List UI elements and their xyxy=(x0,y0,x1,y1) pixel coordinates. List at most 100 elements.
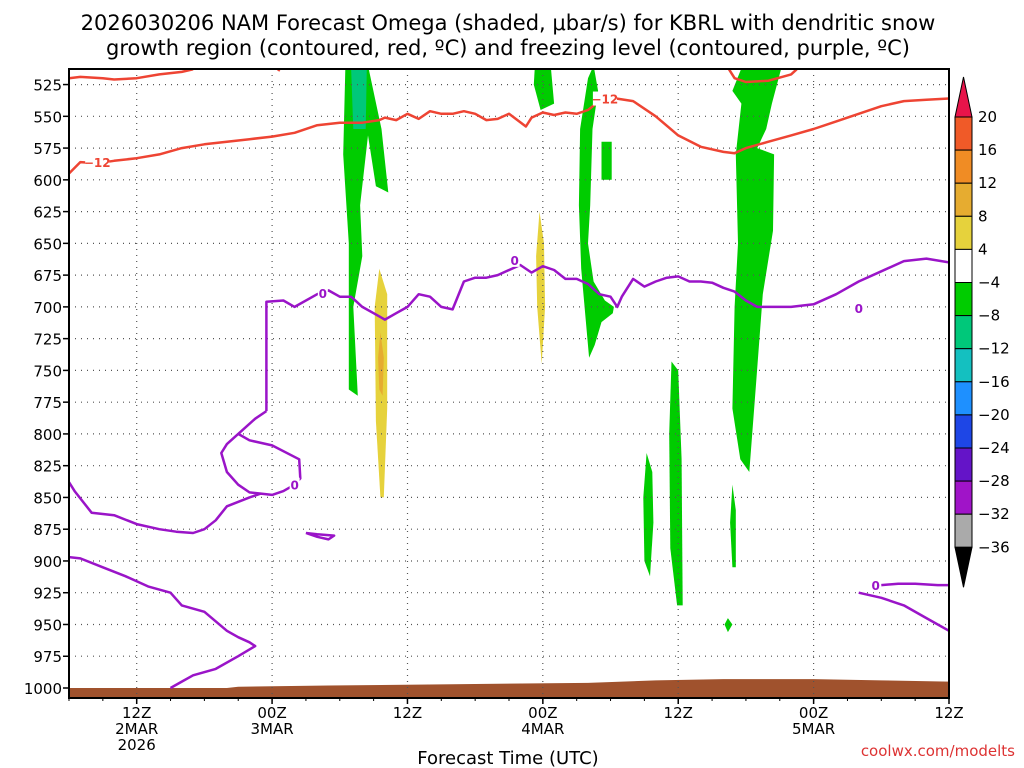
colorbar-label-13: −36 xyxy=(978,538,1010,556)
freezing-level-zero-segment-2 xyxy=(69,481,262,535)
freezing-level-zero-label-bg-4 xyxy=(870,578,881,593)
dgz-minus12-label-1: −12 xyxy=(592,93,619,107)
y-tick-label-1000: 1000 xyxy=(24,680,62,698)
colorbar-box-10 xyxy=(954,414,973,449)
colorbar-label-2: 12 xyxy=(978,174,997,192)
y-tick-label-850: 850 xyxy=(33,489,62,507)
freezing-level-zero-segment-3 xyxy=(69,555,257,690)
x-tick-label-72-0: 00Z xyxy=(799,704,828,722)
colorbar-label-1: 16 xyxy=(978,141,997,159)
colorbar-label-5: −4 xyxy=(978,274,1000,292)
freezing-level-zero-segment-4 xyxy=(305,531,336,541)
colorbar-label-0: 20 xyxy=(978,108,997,126)
freezing-level-zero-label-bg-0 xyxy=(317,285,328,300)
omega-green-7 xyxy=(643,453,654,577)
x-tick-label-84-0: 12Z xyxy=(934,704,963,722)
omega-green-9 xyxy=(724,618,733,633)
colorbar-label-10: −24 xyxy=(978,439,1010,457)
colorbar-label-3: 8 xyxy=(978,207,988,225)
colorbar-box-2 xyxy=(954,149,973,184)
freezing-level-zero-segment-6 xyxy=(858,591,949,633)
freezing-level-zero-label-0: 0 xyxy=(319,287,327,301)
plot-frame xyxy=(68,68,950,699)
dgz-minus12-segment-1 xyxy=(69,69,194,81)
colorbar-label-6: −8 xyxy=(978,307,1000,325)
y-tick-label-975: 975 xyxy=(33,648,62,666)
omega-green-6 xyxy=(669,361,683,606)
y-tick-label-925: 925 xyxy=(33,585,62,603)
x-tick-label-48-1: 4MAR xyxy=(521,720,564,738)
omega-green-2 xyxy=(533,69,555,110)
colorbar-box-9 xyxy=(954,381,973,416)
x-tick-label-48-0: 00Z xyxy=(528,704,557,722)
colorbar-label-9: −20 xyxy=(978,406,1010,424)
x-axis-label: Forecast Time (UTC) xyxy=(417,748,598,768)
y-tick-label-875: 875 xyxy=(33,521,62,539)
y-tick-label-650: 650 xyxy=(33,235,62,253)
omega-teal-1 xyxy=(351,69,367,129)
colorbar-box-8 xyxy=(954,348,973,383)
colorbar-label-4: 4 xyxy=(978,240,988,258)
y-tick-label-575: 575 xyxy=(33,140,62,158)
y-tick-label-800: 800 xyxy=(33,426,62,444)
dgz-minus12-label-0: −12 xyxy=(84,156,111,170)
y-tick-label-550: 550 xyxy=(33,108,62,126)
dgz-minus12-segment-3 xyxy=(727,69,798,84)
credit-text: coolwx.com/modelts xyxy=(861,742,1015,760)
freezing-level-zero-segment-5 xyxy=(881,582,949,587)
colorbar-box-1 xyxy=(954,116,973,151)
freezing-level-zero-segment-1 xyxy=(220,410,302,497)
x-tick-label-12-2: 2026 xyxy=(118,736,156,754)
omega-gold-1 xyxy=(378,332,384,396)
colorbar-bottom-arrow xyxy=(954,546,973,588)
colorbar-box-4 xyxy=(954,215,973,250)
omega-green-1 xyxy=(343,69,389,396)
y-tick-label-625: 625 xyxy=(33,204,62,222)
omega-yellow-2 xyxy=(536,211,546,364)
y-tick-label-700: 700 xyxy=(33,299,62,317)
colorbar-label-7: −12 xyxy=(978,340,1010,358)
terrain-band xyxy=(69,679,949,698)
x-tick-label-36-0: 12Z xyxy=(393,704,422,722)
colorbar-box-7 xyxy=(954,315,973,350)
omega-green-3 xyxy=(578,69,614,358)
freezing-level-zero-label-2: 0 xyxy=(510,254,518,268)
y-tick-label-675: 675 xyxy=(33,267,62,285)
x-tick-label-72-1: 5MAR xyxy=(792,720,835,738)
omega-green-5 xyxy=(732,69,782,472)
y-tick-label-950: 950 xyxy=(33,616,62,634)
freezing-level-zero-label-bg-2 xyxy=(509,252,520,267)
y-tick-label-525: 525 xyxy=(33,77,62,95)
chart-title-line-2: growth region (contoured, red, ºC) and f… xyxy=(106,36,910,60)
freezing-level-zero-segment-0 xyxy=(265,257,949,412)
y-tick-label-775: 775 xyxy=(33,394,62,412)
dgz-minus12-label-bg-1 xyxy=(592,91,617,106)
y-tick-label-825: 825 xyxy=(33,458,62,476)
omega-green-4 xyxy=(601,141,612,180)
x-tick-label-24-0: 00Z xyxy=(257,704,286,722)
colorbar-label-8: −16 xyxy=(978,373,1010,391)
freezing-level-zero-label-1: 0 xyxy=(290,479,298,493)
colorbar-box-11 xyxy=(954,447,973,482)
y-tick-label-900: 900 xyxy=(33,553,62,571)
freezing-level-zero-label-bg-3 xyxy=(853,301,864,316)
omega-green-8 xyxy=(730,484,736,568)
colorbar-top-arrow xyxy=(954,76,973,118)
x-tick-label-12-0: 12Z xyxy=(122,704,151,722)
colorbar-box-13 xyxy=(954,513,973,548)
freezing-level-zero-label-4: 0 xyxy=(871,579,879,593)
freezing-level-zero-label-bg-1 xyxy=(289,477,300,492)
colorbar-box-5 xyxy=(954,248,973,283)
x-tick-label-12-1: 2MAR xyxy=(115,720,158,738)
freezing-level-zero-label-3: 0 xyxy=(855,302,863,316)
y-tick-label-750: 750 xyxy=(33,362,62,380)
y-tick-label-725: 725 xyxy=(33,331,62,349)
x-tick-label-60-0: 12Z xyxy=(664,704,693,722)
dgz-minus12-label-bg-0 xyxy=(85,155,110,170)
colorbar-box-6 xyxy=(954,282,973,317)
y-tick-label-600: 600 xyxy=(33,172,62,190)
colorbar-label-11: −28 xyxy=(978,472,1010,490)
colorbar-box-3 xyxy=(954,182,973,217)
dgz-minus12-segment-0 xyxy=(69,97,949,175)
